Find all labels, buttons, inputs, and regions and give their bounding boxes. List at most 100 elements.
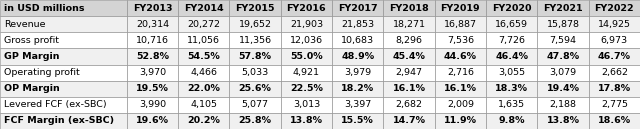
Text: 19.5%: 19.5% <box>136 84 169 93</box>
Text: 11,056: 11,056 <box>188 36 220 45</box>
Bar <box>589 97 640 113</box>
Bar <box>0 81 127 97</box>
Bar <box>486 81 538 97</box>
Text: 16,887: 16,887 <box>444 20 477 29</box>
Bar <box>332 97 383 113</box>
Bar <box>281 32 332 48</box>
Bar <box>281 64 332 81</box>
Text: FY2015: FY2015 <box>236 4 275 13</box>
Text: FY2017: FY2017 <box>338 4 378 13</box>
Bar <box>229 16 281 32</box>
Text: 44.6%: 44.6% <box>444 52 477 61</box>
Text: Levered FCF (ex-SBC): Levered FCF (ex-SBC) <box>4 100 106 109</box>
Bar <box>332 81 383 97</box>
Bar <box>589 64 640 81</box>
Text: 2,682: 2,682 <box>396 100 422 109</box>
Text: 57.8%: 57.8% <box>239 52 271 61</box>
Text: Gross profit: Gross profit <box>4 36 59 45</box>
Bar <box>229 113 281 129</box>
Text: 52.8%: 52.8% <box>136 52 169 61</box>
Text: 19,652: 19,652 <box>239 20 271 29</box>
Bar <box>332 64 383 81</box>
Bar <box>229 0 281 16</box>
Text: 48.9%: 48.9% <box>341 52 374 61</box>
Text: FY2020: FY2020 <box>492 4 531 13</box>
Bar <box>538 0 589 16</box>
Text: 47.8%: 47.8% <box>547 52 580 61</box>
Text: 14,925: 14,925 <box>598 20 631 29</box>
Bar <box>127 113 178 129</box>
Text: 13.8%: 13.8% <box>547 116 579 125</box>
Bar <box>538 64 589 81</box>
Text: 5,077: 5,077 <box>241 100 269 109</box>
Bar <box>486 113 538 129</box>
Bar <box>383 64 435 81</box>
Text: 3,079: 3,079 <box>550 68 577 77</box>
Bar <box>332 0 383 16</box>
Bar <box>383 48 435 64</box>
Bar <box>127 0 178 16</box>
Text: 3,397: 3,397 <box>344 100 371 109</box>
Bar <box>589 16 640 32</box>
Text: 18.2%: 18.2% <box>341 84 374 93</box>
Text: 15.5%: 15.5% <box>341 116 374 125</box>
Bar <box>281 48 332 64</box>
Bar <box>178 32 229 48</box>
Bar <box>229 32 281 48</box>
Bar <box>435 64 486 81</box>
Text: 25.8%: 25.8% <box>239 116 271 125</box>
Text: FY2019: FY2019 <box>440 4 480 13</box>
Bar <box>0 97 127 113</box>
Text: 19.6%: 19.6% <box>136 116 169 125</box>
Text: 2,775: 2,775 <box>601 100 628 109</box>
Text: 7,536: 7,536 <box>447 36 474 45</box>
Bar <box>383 113 435 129</box>
Bar <box>538 16 589 32</box>
Bar <box>435 97 486 113</box>
Bar <box>435 16 486 32</box>
Bar <box>127 81 178 97</box>
Text: 2,009: 2,009 <box>447 100 474 109</box>
Text: 5,033: 5,033 <box>241 68 269 77</box>
Bar <box>178 64 229 81</box>
Text: FY2018: FY2018 <box>389 4 429 13</box>
Text: 55.0%: 55.0% <box>290 52 323 61</box>
Text: 20,314: 20,314 <box>136 20 169 29</box>
Bar <box>127 97 178 113</box>
Text: 1,635: 1,635 <box>498 100 525 109</box>
Bar <box>229 81 281 97</box>
Text: 18.6%: 18.6% <box>598 116 631 125</box>
Text: OP Margin: OP Margin <box>4 84 60 93</box>
Text: 21,853: 21,853 <box>341 20 374 29</box>
Text: 11.9%: 11.9% <box>444 116 477 125</box>
Bar <box>178 48 229 64</box>
Bar <box>383 0 435 16</box>
Text: 16,659: 16,659 <box>495 20 528 29</box>
Bar <box>281 0 332 16</box>
Bar <box>589 113 640 129</box>
Bar <box>127 48 178 64</box>
Bar <box>178 97 229 113</box>
Text: 6,973: 6,973 <box>601 36 628 45</box>
Bar <box>486 64 538 81</box>
Text: 46.4%: 46.4% <box>495 52 528 61</box>
Text: 9.8%: 9.8% <box>499 116 525 125</box>
Bar <box>538 32 589 48</box>
Bar <box>383 32 435 48</box>
Bar <box>332 113 383 129</box>
Bar <box>538 81 589 97</box>
Text: 45.4%: 45.4% <box>392 52 426 61</box>
Bar <box>281 113 332 129</box>
Text: 20.2%: 20.2% <box>188 116 220 125</box>
Text: 18.3%: 18.3% <box>495 84 528 93</box>
Bar <box>0 64 127 81</box>
Bar <box>0 32 127 48</box>
Text: 2,188: 2,188 <box>550 100 577 109</box>
Bar <box>589 32 640 48</box>
Bar <box>486 32 538 48</box>
Text: 3,055: 3,055 <box>498 68 525 77</box>
Bar <box>229 97 281 113</box>
Bar <box>435 0 486 16</box>
Text: 2,716: 2,716 <box>447 68 474 77</box>
Text: 13.8%: 13.8% <box>290 116 323 125</box>
